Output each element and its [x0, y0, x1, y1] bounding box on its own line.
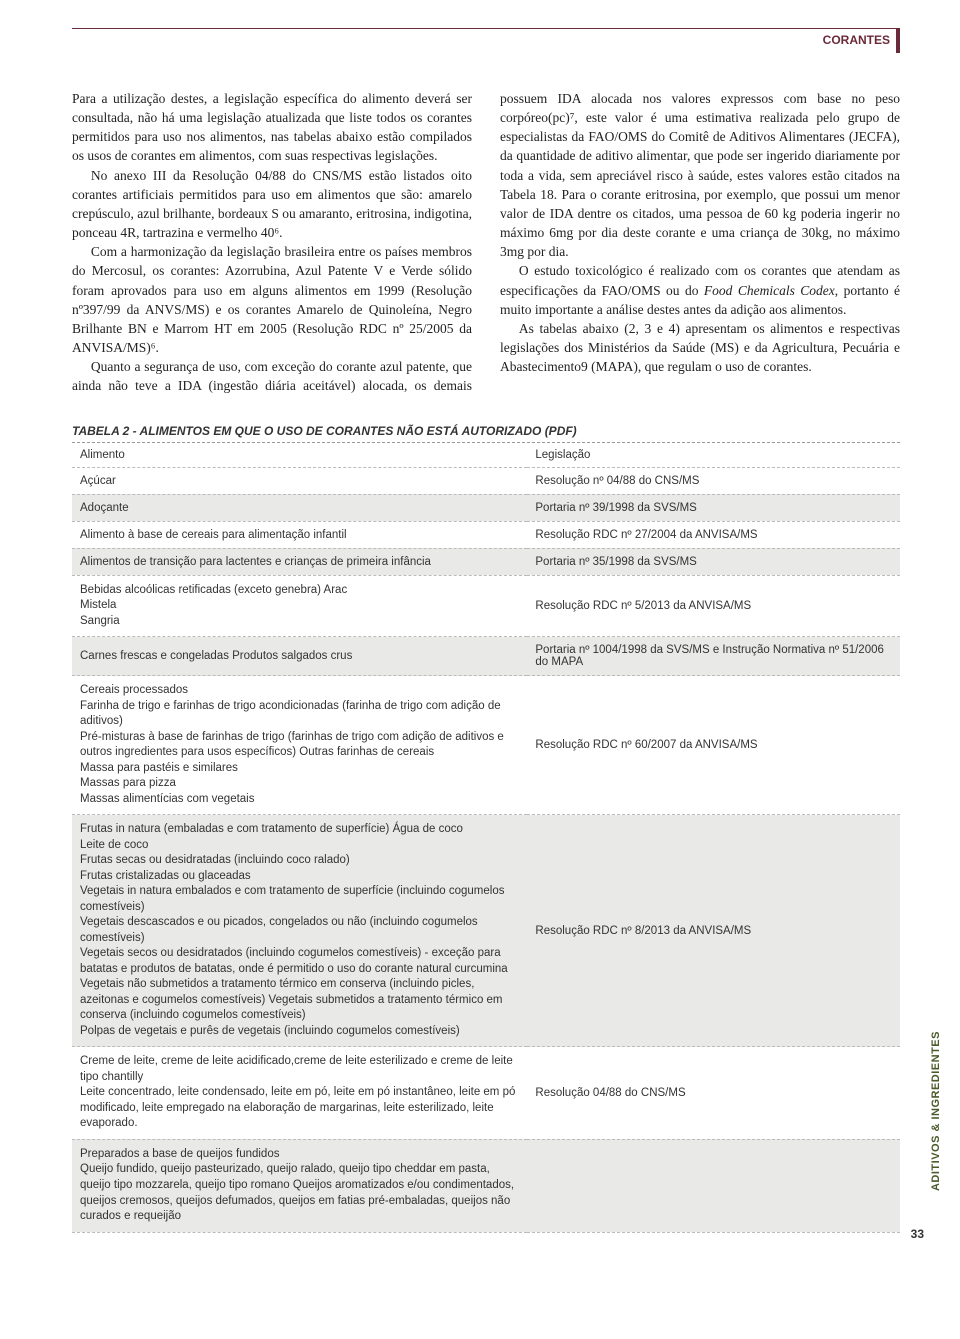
table-cell-alimento: Alimento à base de cereais para alimenta… — [72, 521, 527, 548]
table-title: TABELA 2 - ALIMENTOS EM QUE O USO DE COR… — [72, 424, 900, 443]
table-cell-alimento: Alimentos de transição para lactentes e … — [72, 548, 527, 575]
paragraph: Com a harmonização da legislação brasile… — [72, 242, 472, 357]
body-text: Para a utilização destes, a legislação e… — [72, 89, 900, 396]
table-cell-alimento: Açúcar — [72, 467, 527, 494]
table-cell-alimento: Cereais processados Farinha de trigo e f… — [72, 676, 527, 815]
table-row: Carnes frescas e congeladas Produtos sal… — [72, 637, 900, 676]
table-row: Cereais processados Farinha de trigo e f… — [72, 676, 900, 815]
table-cell-legislacao: Resolução nº 04/88 do CNS/MS — [527, 467, 900, 494]
table-cell-legislacao: Portaria nº 1004/1998 da SVS/MS e Instru… — [527, 637, 900, 676]
section-header: CORANTES — [72, 28, 900, 53]
table-row: Alimentos de transição para lactentes e … — [72, 548, 900, 575]
table-cell-legislacao: Portaria nº 39/1998 da SVS/MS — [527, 494, 900, 521]
table-cell-alimento: Frutas in natura (embaladas e com tratam… — [72, 815, 527, 1047]
table-cell-legislacao: Portaria nº 35/1998 da SVS/MS — [527, 548, 900, 575]
table-cell-legislacao: Resolução RDC nº 60/2007 da ANVISA/MS — [527, 676, 900, 815]
table-row: AdoçantePortaria nº 39/1998 da SVS/MS — [72, 494, 900, 521]
table-cell-alimento: Carnes frescas e congeladas Produtos sal… — [72, 637, 527, 676]
paragraph: Para a utilização destes, a legislação e… — [72, 89, 472, 166]
table-row: Frutas in natura (embaladas e com tratam… — [72, 815, 900, 1047]
table-cell-legislacao: Resolução RDC nº 8/2013 da ANVISA/MS — [527, 815, 900, 1047]
table-cell-alimento: Creme de leite, creme de leite acidifica… — [72, 1047, 527, 1140]
table-cell-alimento: Bebidas alcoólicas retificadas (exceto g… — [72, 575, 527, 637]
page-number: 33 — [911, 1227, 924, 1241]
table-cell-legislacao — [527, 1139, 900, 1232]
table-cell-legislacao: Resolução 04/88 do CNS/MS — [527, 1047, 900, 1140]
table-cell-legislacao: Resolução RDC nº 5/2013 da ANVISA/MS — [527, 575, 900, 637]
table-row: Bebidas alcoólicas retificadas (exceto g… — [72, 575, 900, 637]
table-row: Creme de leite, creme de leite acidifica… — [72, 1047, 900, 1140]
table-corantes: Alimento Legislação AçúcarResolução nº 0… — [72, 443, 900, 1233]
table-cell-alimento: Preparados a base de queijos fundidos Qu… — [72, 1139, 527, 1232]
side-label: ADITIVOS & INGREDIENTES — [930, 1031, 942, 1191]
paragraph: O estudo toxicológico é realizado com os… — [500, 261, 900, 318]
table-cell-legislacao: Resolução RDC nº 27/2004 da ANVISA/MS — [527, 521, 900, 548]
paragraph: As tabelas abaixo (2, 3 e 4) apresentam … — [500, 319, 900, 376]
table-row: Preparados a base de queijos fundidos Qu… — [72, 1139, 900, 1232]
table-row: AçúcarResolução nº 04/88 do CNS/MS — [72, 467, 900, 494]
table-row: Alimento à base de cereais para alimenta… — [72, 521, 900, 548]
paragraph: No anexo III da Resolução 04/88 do CNS/M… — [72, 166, 472, 243]
table-header: Legislação — [527, 443, 900, 468]
table-cell-alimento: Adoçante — [72, 494, 527, 521]
table-header: Alimento — [72, 443, 527, 468]
